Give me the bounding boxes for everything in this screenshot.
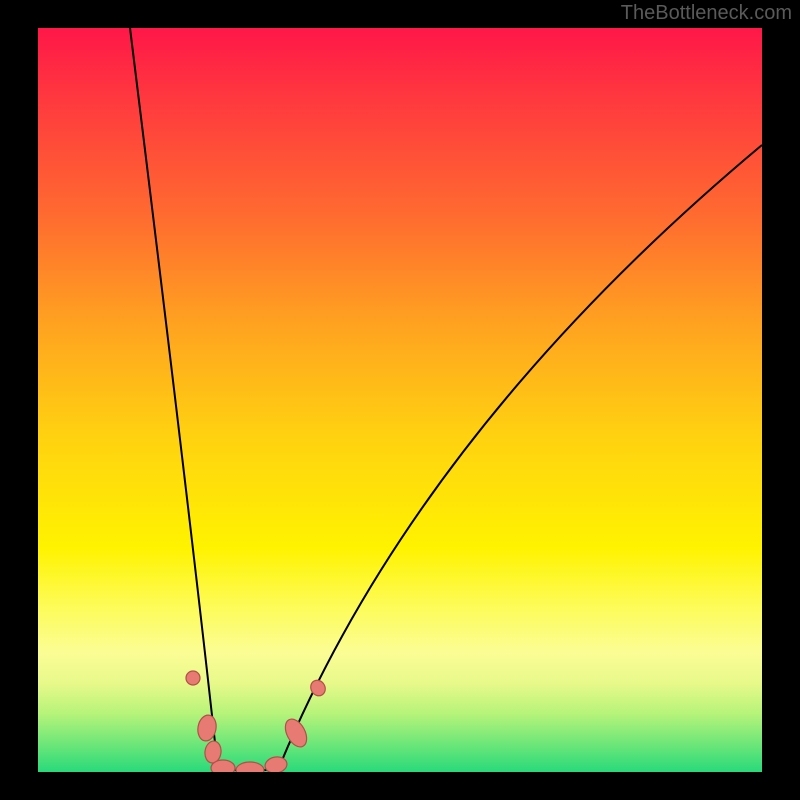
attribution-text: TheBottleneck.com xyxy=(621,2,792,25)
plot-background xyxy=(38,28,762,772)
outer-border xyxy=(762,0,800,800)
bottleneck-chart xyxy=(0,0,800,800)
outer-border xyxy=(0,0,38,800)
outer-border xyxy=(0,772,800,800)
curve-marker xyxy=(186,671,200,685)
